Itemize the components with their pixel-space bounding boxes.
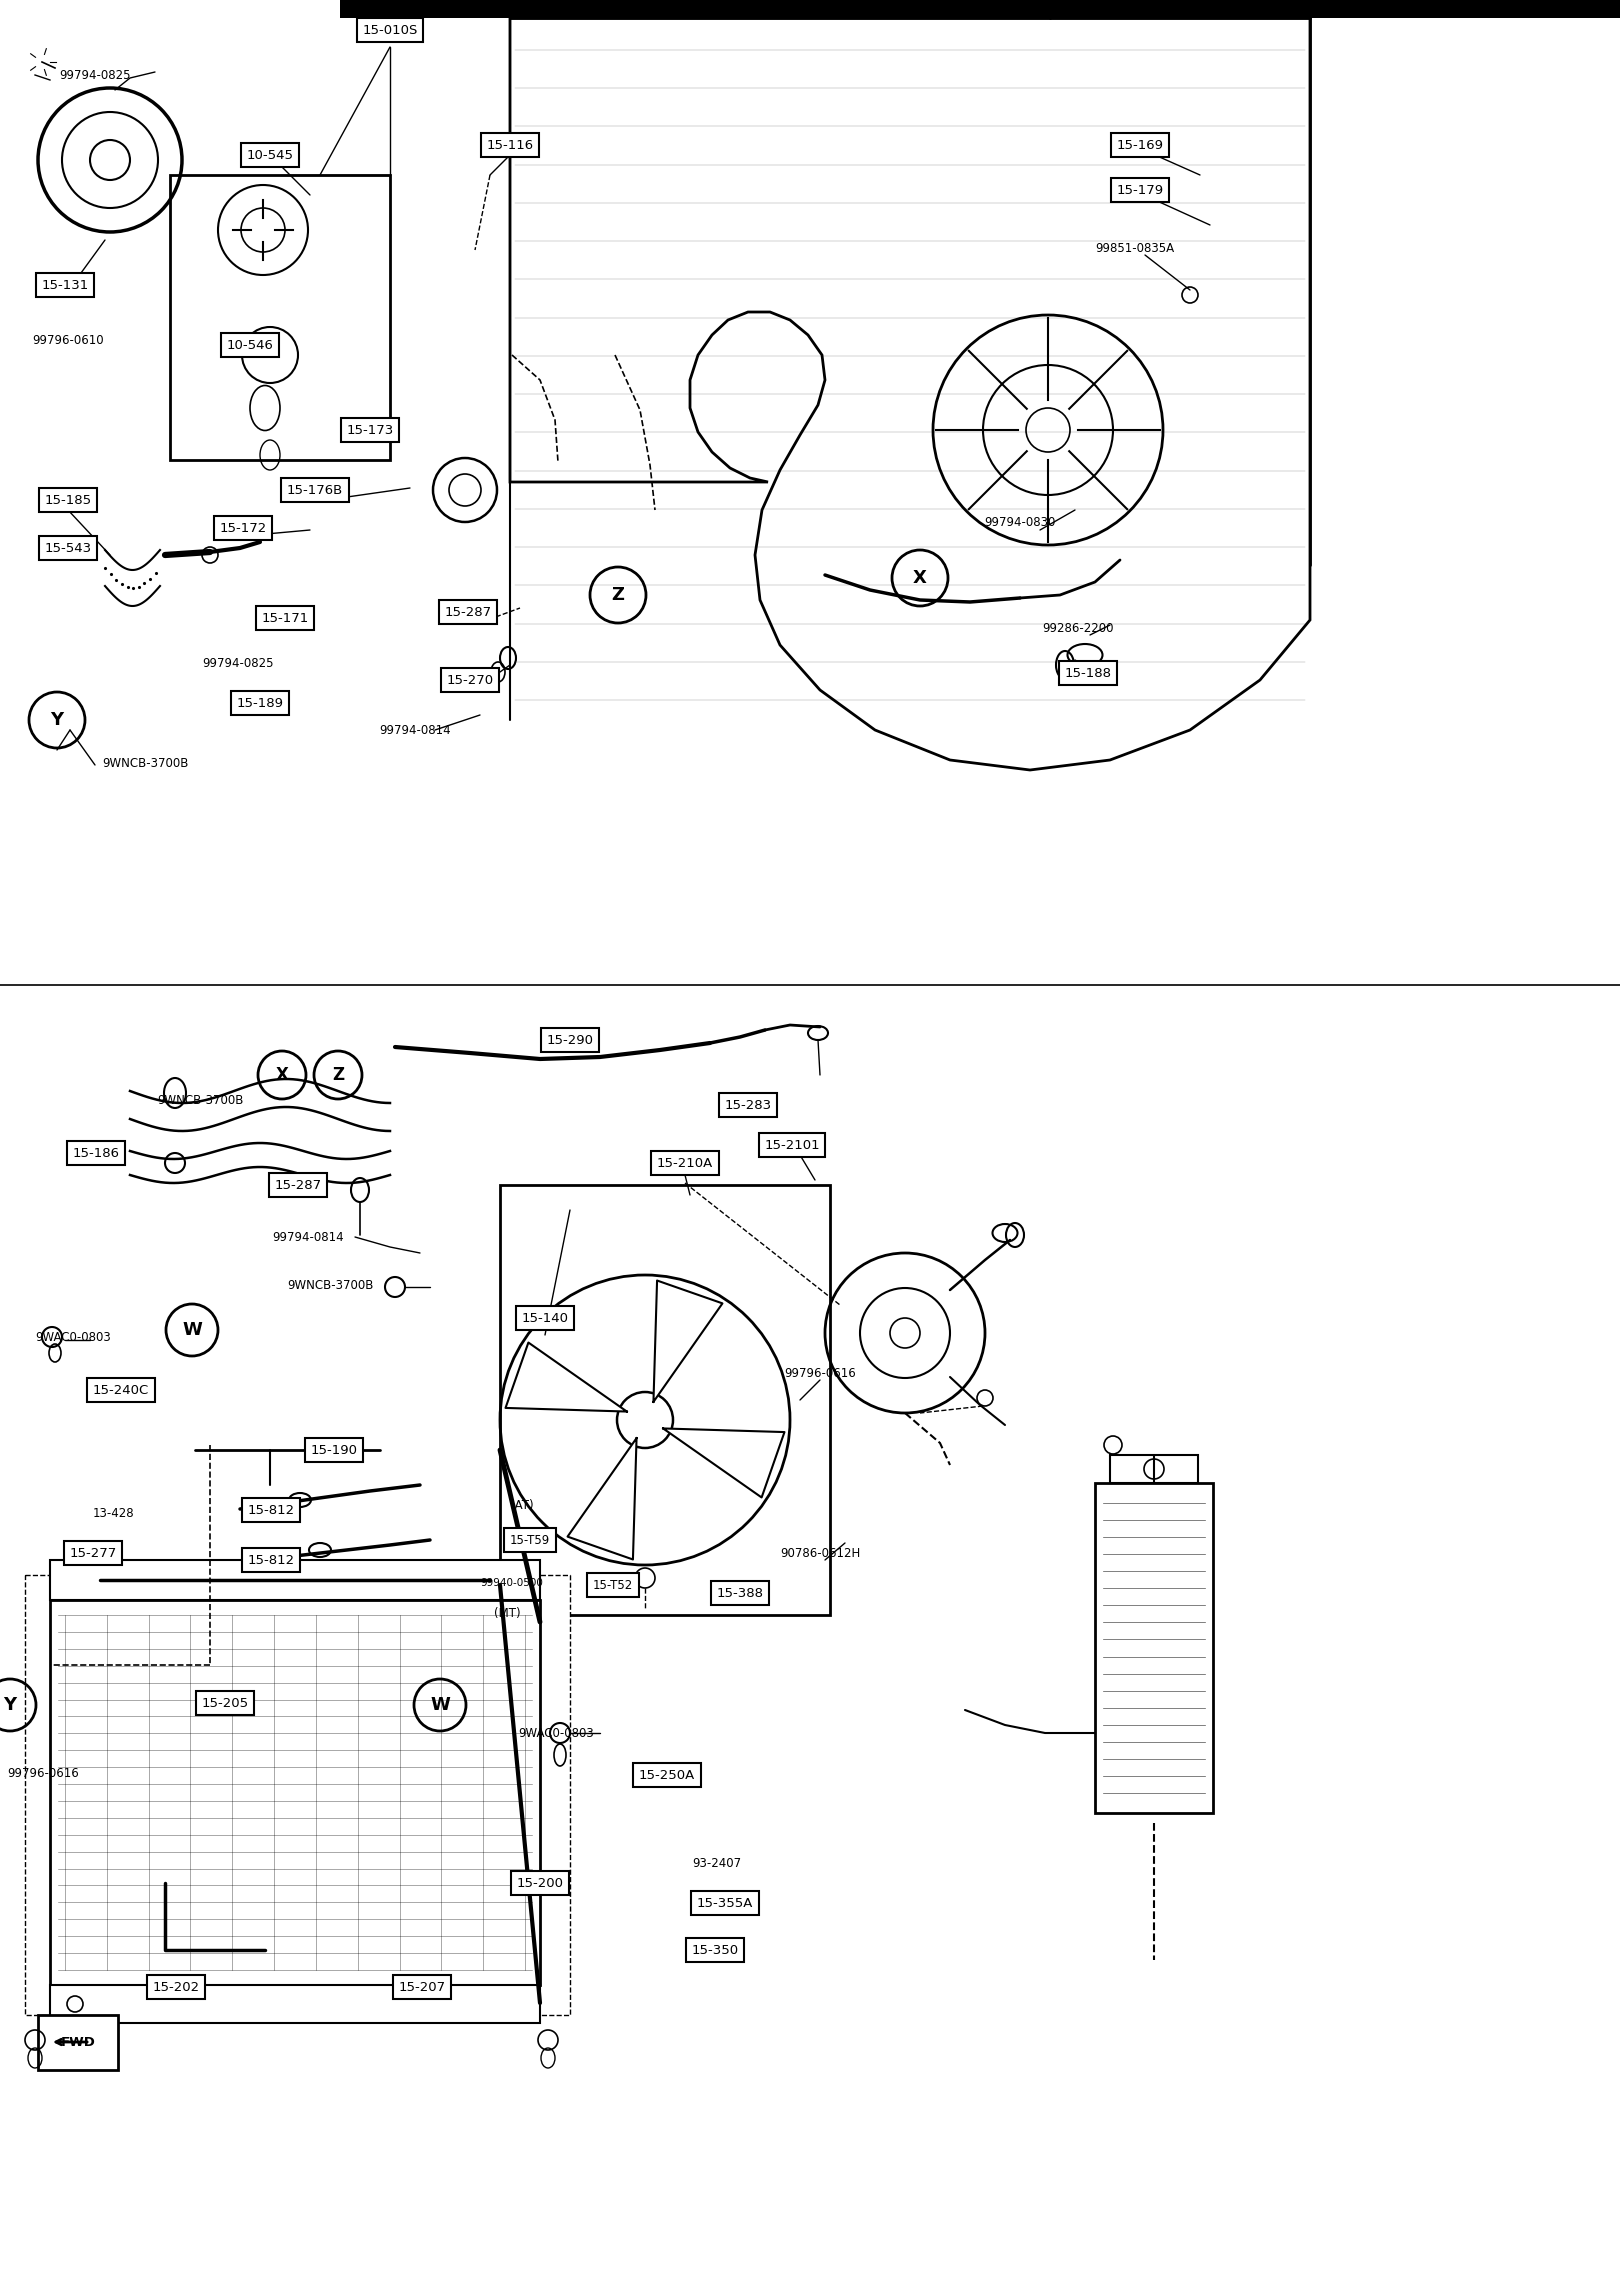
Text: 99851-0835A: 99851-0835A xyxy=(1095,241,1174,255)
Bar xyxy=(1095,1484,1213,1814)
Text: (MT): (MT) xyxy=(494,1607,520,1621)
Text: X: X xyxy=(275,1065,288,1083)
Text: Z: Z xyxy=(332,1065,343,1083)
Text: X: X xyxy=(914,569,927,587)
Text: 15-188: 15-188 xyxy=(1064,667,1111,681)
Bar xyxy=(24,1575,570,2014)
Text: W: W xyxy=(429,1696,450,1714)
Text: 15-207: 15-207 xyxy=(399,1980,446,1994)
Text: 15-179: 15-179 xyxy=(1116,184,1163,196)
Text: 15-543: 15-543 xyxy=(44,542,92,555)
Polygon shape xyxy=(567,1438,637,1559)
Text: 93-2407: 93-2407 xyxy=(692,1857,742,1869)
Bar xyxy=(1110,1454,1199,1484)
Polygon shape xyxy=(663,1429,784,1498)
Text: 99940-0500: 99940-0500 xyxy=(481,1577,543,1589)
Text: 9WAC0-0803: 9WAC0-0803 xyxy=(518,1727,595,1739)
Bar xyxy=(50,1600,539,1985)
Text: 15-010S: 15-010S xyxy=(363,23,418,36)
Bar xyxy=(170,175,390,460)
Text: 15-200: 15-200 xyxy=(517,1875,564,1889)
Text: 15-290: 15-290 xyxy=(546,1033,593,1047)
Text: 15-270: 15-270 xyxy=(447,674,494,687)
Text: 99794-0830: 99794-0830 xyxy=(985,514,1056,528)
Text: 15-131: 15-131 xyxy=(42,278,89,291)
Text: 9WNCB-3700B: 9WNCB-3700B xyxy=(102,756,188,769)
Polygon shape xyxy=(505,1343,627,1411)
Text: 9WNCB-3700B: 9WNCB-3700B xyxy=(287,1279,373,1290)
Text: 15-287: 15-287 xyxy=(274,1179,321,1193)
Polygon shape xyxy=(653,1281,723,1402)
Text: FWD: FWD xyxy=(60,2035,96,2048)
Text: 15-355A: 15-355A xyxy=(697,1896,753,1910)
Text: 15-172: 15-172 xyxy=(219,521,267,535)
Bar xyxy=(50,1559,539,1600)
Text: 15-173: 15-173 xyxy=(347,423,394,437)
Text: 15-283: 15-283 xyxy=(724,1099,771,1111)
Text: 15-189: 15-189 xyxy=(237,696,284,710)
Text: 15-116: 15-116 xyxy=(486,139,533,152)
Text: 15-190: 15-190 xyxy=(311,1443,358,1457)
Bar xyxy=(501,1186,829,1616)
Text: W: W xyxy=(181,1320,202,1338)
Text: 90786-0612H: 90786-0612H xyxy=(779,1545,860,1559)
Text: 15-2101: 15-2101 xyxy=(765,1138,820,1152)
Bar xyxy=(50,1985,539,2023)
Text: Y: Y xyxy=(3,1696,16,1714)
Text: 15-250A: 15-250A xyxy=(638,1768,695,1782)
Text: 10-546: 10-546 xyxy=(227,339,274,351)
Text: 15-T52: 15-T52 xyxy=(593,1580,633,1591)
Text: 99794-0814: 99794-0814 xyxy=(272,1231,343,1243)
Bar xyxy=(37,2014,118,2069)
Text: 15-388: 15-388 xyxy=(716,1586,763,1600)
Text: 15-202: 15-202 xyxy=(152,1980,199,1994)
Text: 10-545: 10-545 xyxy=(246,148,293,162)
Text: 99796-0616: 99796-0616 xyxy=(6,1766,79,1780)
Text: Z: Z xyxy=(612,585,624,603)
Text: 9WNCB-3700B: 9WNCB-3700B xyxy=(157,1092,243,1106)
Text: 99286-2200: 99286-2200 xyxy=(1042,621,1115,635)
Text: Y: Y xyxy=(50,710,63,728)
Text: 99796-0616: 99796-0616 xyxy=(784,1366,855,1379)
Text: 15-176B: 15-176B xyxy=(287,483,343,496)
Text: 15-287: 15-287 xyxy=(444,605,491,619)
Text: 15-240C: 15-240C xyxy=(92,1384,149,1397)
Text: 99796-0610: 99796-0610 xyxy=(32,335,104,346)
Text: 15-186: 15-186 xyxy=(73,1147,120,1158)
Text: 99794-0825: 99794-0825 xyxy=(202,655,274,669)
Text: (AT): (AT) xyxy=(510,1498,535,1511)
Text: 15-171: 15-171 xyxy=(261,612,309,624)
Text: 15-210A: 15-210A xyxy=(656,1156,713,1170)
Text: 99794-0814: 99794-0814 xyxy=(379,724,450,737)
Text: 15-812: 15-812 xyxy=(248,1555,295,1566)
Bar xyxy=(340,0,1620,18)
Text: 15-185: 15-185 xyxy=(44,494,92,508)
Text: 13-428: 13-428 xyxy=(92,1507,134,1520)
Text: 15-169: 15-169 xyxy=(1116,139,1163,152)
Text: 15-812: 15-812 xyxy=(248,1504,295,1516)
Text: 15-277: 15-277 xyxy=(70,1545,117,1559)
Text: 9WAC0-0803: 9WAC0-0803 xyxy=(36,1331,110,1343)
Text: 15-T59: 15-T59 xyxy=(510,1534,551,1545)
Text: 15-350: 15-350 xyxy=(692,1944,739,1957)
Text: 99794-0825: 99794-0825 xyxy=(60,68,131,82)
Text: 15-140: 15-140 xyxy=(522,1311,569,1325)
Text: 15-205: 15-205 xyxy=(201,1696,248,1709)
